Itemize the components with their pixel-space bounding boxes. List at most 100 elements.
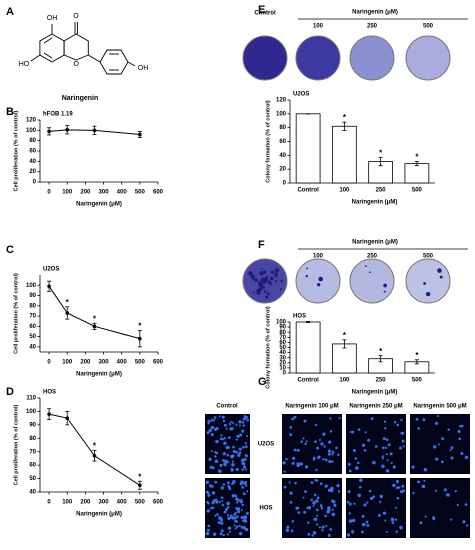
nucleus <box>245 527 249 532</box>
nucleus <box>313 518 316 521</box>
culture-plate <box>349 258 395 304</box>
nucleus <box>402 445 405 448</box>
nucleus <box>396 423 400 427</box>
colony <box>263 290 267 293</box>
nucleus <box>293 448 297 452</box>
nucleus <box>329 430 333 433</box>
chart-title: HOS <box>43 390 56 396</box>
colony <box>268 280 271 283</box>
point <box>92 453 97 458</box>
nucleus <box>242 417 246 421</box>
nucleus <box>237 453 241 457</box>
nucleus <box>207 419 211 423</box>
nucleus <box>238 524 241 527</box>
nucleus <box>221 503 225 507</box>
y-tick-label: 80 <box>279 330 286 336</box>
colony <box>248 271 253 276</box>
nucleus <box>285 457 288 461</box>
y-tick-label: 60 <box>29 324 36 330</box>
x-tick-label: Control <box>297 188 319 194</box>
nucleus <box>231 463 235 467</box>
point <box>47 129 51 134</box>
nucleus <box>328 440 332 444</box>
nucleus <box>331 450 335 454</box>
nucleus <box>220 496 224 499</box>
nucleus <box>457 429 461 433</box>
nucleus <box>318 526 321 529</box>
nucleus <box>346 500 350 504</box>
point <box>47 412 51 416</box>
x-tick-label: 250 <box>376 378 387 384</box>
significance: * <box>379 149 383 158</box>
nucleus <box>333 503 337 507</box>
nucleus <box>235 438 238 441</box>
nucleus <box>244 441 247 445</box>
nucleus <box>381 446 385 450</box>
nucleus <box>350 530 355 534</box>
nucleus <box>331 512 336 517</box>
nucleus <box>235 525 239 528</box>
nucleus <box>323 445 326 448</box>
nucleus <box>288 481 291 484</box>
nucleus <box>229 530 232 533</box>
nucleus <box>223 463 227 467</box>
error-bar <box>414 161 419 167</box>
nucleus <box>462 520 466 524</box>
bar <box>295 321 321 374</box>
y-tick-label: 100 <box>26 409 37 415</box>
nucleus <box>321 525 325 529</box>
nucleus <box>384 519 387 522</box>
nucleus <box>244 445 248 449</box>
y-tick-label: 90 <box>29 422 36 428</box>
nucleus <box>338 417 341 420</box>
nucleus <box>331 508 334 511</box>
colony <box>364 265 367 268</box>
error-bar <box>342 121 347 131</box>
plate-dose: 250 <box>367 254 378 260</box>
plate-dose: 500 <box>423 24 434 30</box>
nucleus <box>357 428 361 431</box>
nucleus <box>464 503 468 507</box>
nucleus <box>434 421 439 425</box>
nucleus <box>401 484 405 488</box>
line <box>48 286 140 340</box>
point <box>65 128 70 132</box>
y-axis-label: Cell proliferation (% of control) <box>13 111 19 192</box>
nucleus <box>353 502 356 505</box>
x-tick-label: 0 <box>47 360 51 366</box>
nucleus <box>395 479 400 484</box>
point <box>138 132 142 137</box>
nucleus <box>211 491 216 495</box>
nucleus <box>329 417 332 420</box>
nucleus <box>219 532 223 536</box>
nucleus <box>208 457 212 461</box>
y-tick-label: 20 <box>279 167 286 173</box>
nucleus <box>382 437 386 441</box>
nucleus <box>395 506 398 509</box>
nucleus <box>379 500 382 504</box>
nucleus <box>401 439 405 443</box>
nucleus <box>209 465 213 469</box>
nucleus <box>316 514 319 517</box>
plate-header: Control <box>254 11 276 17</box>
colony <box>369 271 371 274</box>
nucleus <box>304 490 308 494</box>
y-tick-label: 120 <box>276 98 287 104</box>
nucleus <box>218 415 221 418</box>
atom-label: O <box>73 61 79 68</box>
nucleus <box>307 521 310 524</box>
nucleus <box>357 461 360 465</box>
atom-label: OH <box>138 65 149 72</box>
nucleus <box>310 481 314 485</box>
atom-label: O <box>73 13 79 20</box>
x-tick-label: 100 <box>62 360 73 366</box>
nucleus <box>423 479 426 482</box>
row-label: HOS <box>259 506 272 512</box>
nucleus <box>370 417 374 421</box>
nucleus <box>225 427 228 430</box>
nucleus <box>441 437 445 441</box>
structure-drawing <box>30 22 136 75</box>
nucleus <box>231 493 236 498</box>
nucleus <box>244 468 247 471</box>
nucleus <box>206 491 210 495</box>
